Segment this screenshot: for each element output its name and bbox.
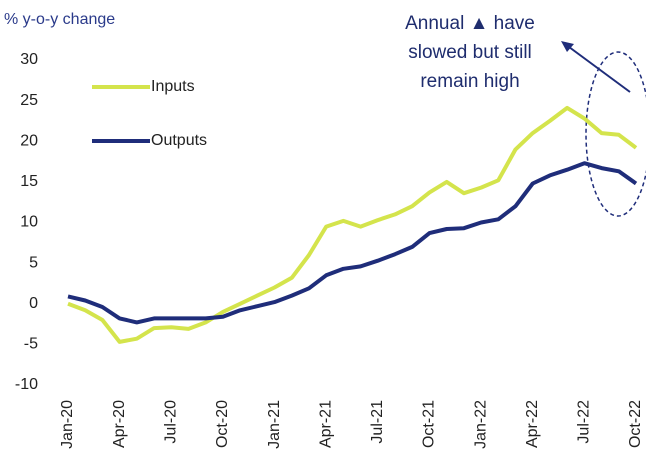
x-tick-label: Apr-21 — [317, 400, 334, 448]
x-tick-label: Apr-20 — [111, 400, 128, 448]
y-tick-label: 30 — [20, 51, 38, 68]
y-tick-label: 15 — [20, 173, 38, 190]
line-series — [67, 161, 638, 325]
arrow — [564, 43, 631, 93]
x-tick-label: Jul-22 — [576, 400, 593, 444]
annotation: remain high — [420, 71, 519, 92]
legend-label: Outputs — [151, 132, 207, 149]
arrow-head — [561, 41, 574, 52]
x-tick-label: Oct-20 — [214, 400, 231, 448]
annotation: Annual ▲ have — [405, 13, 535, 34]
highlight-ellipse — [585, 51, 646, 217]
y-axis-label: % y-o-y change — [4, 11, 115, 28]
x-tick-label: Jan-20 — [59, 400, 76, 449]
x-tick-label: Jan-21 — [266, 400, 283, 449]
y-tick-label: 5 — [29, 254, 38, 271]
y-tick-label: 10 — [20, 214, 38, 231]
y-tick-label: 25 — [20, 92, 38, 109]
x-tick-label: Jul-21 — [369, 400, 386, 444]
x-tick-label: Oct-22 — [627, 400, 644, 448]
x-tick-label: Jul-20 — [162, 400, 179, 444]
y-tick-label: -5 — [24, 336, 38, 353]
x-tick-label: Oct-21 — [421, 400, 438, 448]
legend-label: Inputs — [151, 78, 195, 95]
y-tick-label: 0 — [29, 295, 38, 312]
y-tick-label: -10 — [15, 376, 38, 393]
line-series — [67, 105, 638, 344]
x-tick-label: Apr-22 — [524, 400, 541, 448]
y-tick-label: 20 — [20, 132, 38, 149]
annotation: slowed but still — [408, 42, 532, 63]
x-tick-label: Jan-22 — [472, 400, 489, 449]
